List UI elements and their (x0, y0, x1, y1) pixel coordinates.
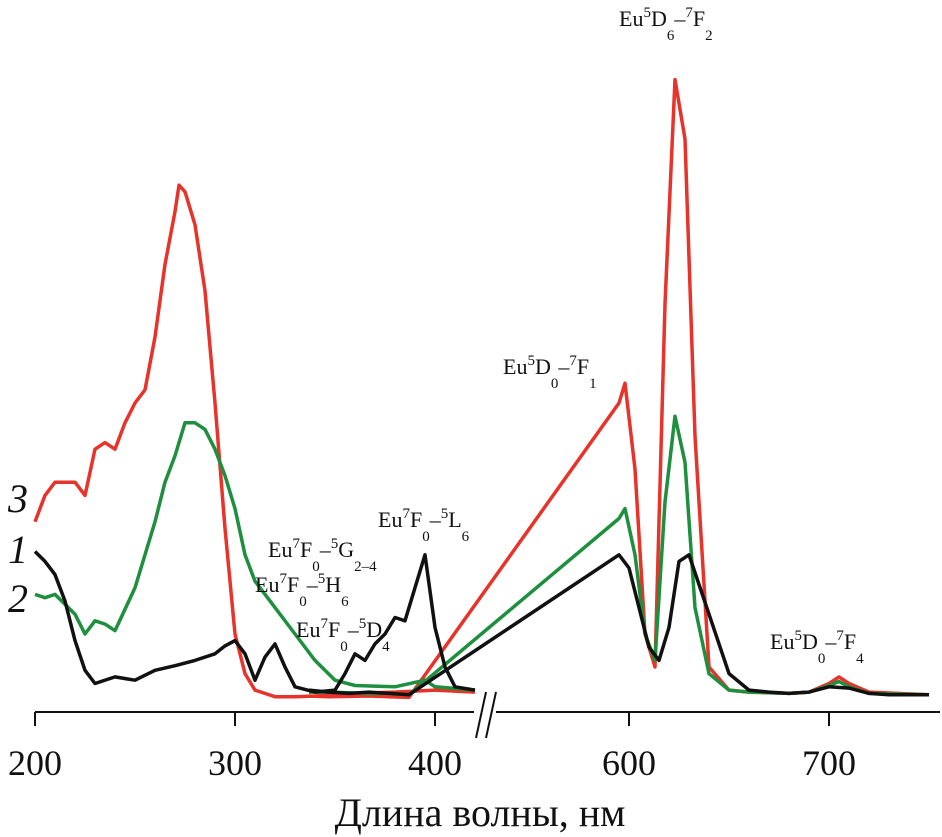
x-tick-label: 200 (8, 743, 62, 783)
series-line-2-left (34, 421, 476, 692)
x-tick-label: 300 (208, 743, 262, 783)
series-line-1-left (33, 550, 476, 694)
x-tick-label: 400 (408, 743, 462, 783)
transition-label: Eu7​F0​–5​H6​ (255, 571, 349, 610)
x-tick-label: 700 (802, 743, 856, 783)
axis-break-mark-2 (485, 691, 497, 739)
series-number-label: 1 (8, 527, 28, 572)
transition-label: Eu5​D0​–7​F1​ (503, 353, 597, 392)
series-line-3-left (33, 183, 476, 699)
axis-break-mark-1 (475, 691, 487, 739)
series-line-1-right (308, 553, 929, 697)
series-line-3-right (308, 77, 930, 700)
transition-label: Eu7​F0​–5​G2–4​ (268, 536, 377, 575)
series-number-label: 3 (7, 476, 28, 521)
transition-label: Eu5​D6​–7​F2​ (619, 5, 713, 44)
transition-label: Eu7​F0​–5​L6​ (378, 506, 470, 545)
x-axis-title: Длина волны, нм (335, 790, 626, 835)
x-tick-label: 600 (602, 743, 656, 783)
transition-label: Eu7​F0​–5​D4​ (296, 616, 390, 655)
transition-label: Eu5​D0​–7​F4​ (770, 628, 864, 667)
series-number-label: 2 (8, 576, 28, 621)
